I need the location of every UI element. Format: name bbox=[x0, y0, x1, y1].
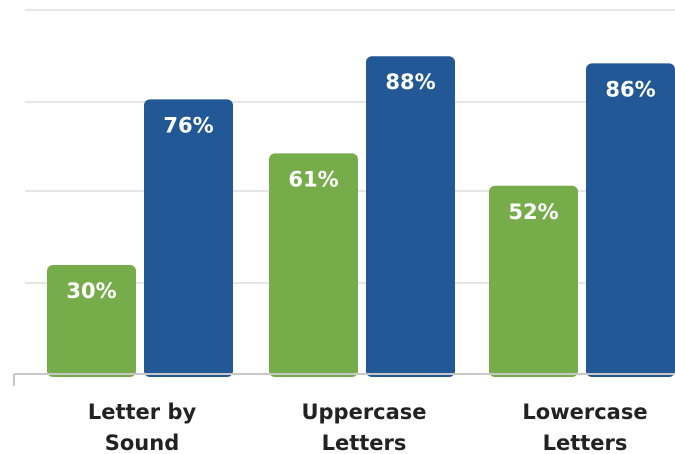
category-label-1-line1: Letter by bbox=[88, 400, 197, 424]
bar-series1-cat1 bbox=[47, 265, 136, 377]
bar-series1-cat3 bbox=[489, 185, 578, 377]
bar-series2-cat2 bbox=[366, 56, 455, 377]
bar-series1-cat2 bbox=[269, 153, 358, 377]
category-label-3-line1: Lowercase bbox=[522, 400, 647, 424]
category-label-2-line1: Uppercase bbox=[301, 400, 426, 424]
data-label-series1-cat1: 30% bbox=[66, 279, 116, 303]
category-label-2-line2: Letters bbox=[322, 431, 407, 454]
category-labels: Letter by Sound Uppercase Letters Lowercase L… bbox=[88, 400, 648, 454]
data-label-series1-cat2: 61% bbox=[288, 167, 338, 191]
category-label-3-line2: Letters bbox=[543, 431, 628, 454]
data-label-series2-cat3: 86% bbox=[605, 77, 655, 101]
data-label-series2-cat2: 88% bbox=[385, 70, 435, 94]
data-labels: 30% 61% 52% 76% 88% 86% bbox=[66, 70, 655, 303]
data-label-series2-cat1: 76% bbox=[163, 113, 213, 137]
data-label-series1-cat3: 52% bbox=[508, 200, 558, 224]
bar-series2-cat1 bbox=[144, 99, 233, 378]
bars bbox=[47, 56, 675, 378]
bar-series2-cat3 bbox=[586, 63, 675, 378]
category-label-1-line2: Sound bbox=[105, 431, 179, 454]
